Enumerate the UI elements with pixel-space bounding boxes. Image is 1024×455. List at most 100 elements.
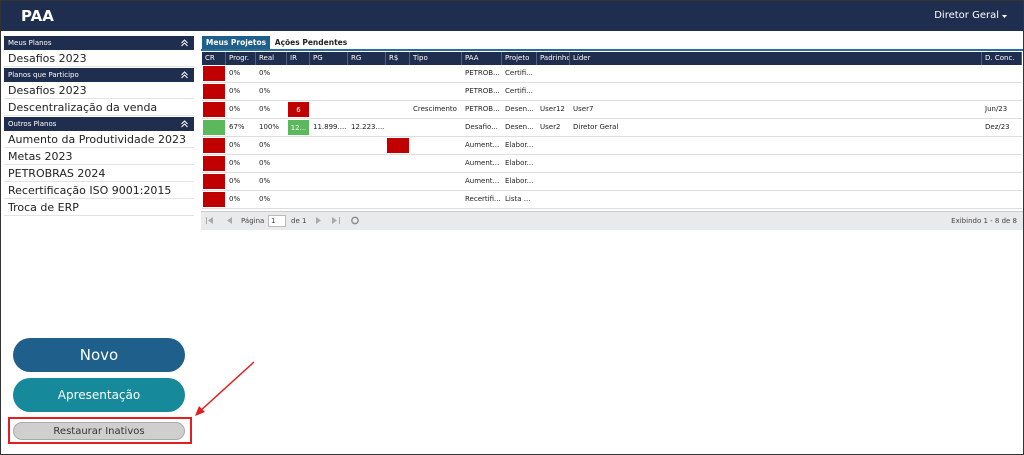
section-header[interactable]: Outros Planos [4,117,194,131]
collapse-icon[interactable] [181,39,188,47]
grid-cell [348,191,386,208]
grid-cell [537,191,570,208]
tab-underline [201,49,1023,51]
tab[interactable]: Ações Pendentes [272,36,350,50]
column-header[interactable]: R$ [386,52,410,65]
grid-cell [386,173,410,190]
grid-cell: Diretor Geral [573,123,619,131]
plan-item[interactable]: Metas 2023 [4,148,194,165]
column-header[interactable]: CR [202,52,226,65]
grid-cell: User2 [540,123,561,131]
row-line [202,118,1022,119]
grid-cell: 0% [259,195,271,203]
page-input[interactable]: 1 [268,215,286,227]
plan-item[interactable]: PETROBRAS 2024 [4,165,194,182]
grid-cell: Elabor... [505,159,534,167]
row-line [202,82,1022,83]
grid-cell: Elabor... [505,177,534,185]
plan-item[interactable]: Desafios 2023 [4,50,194,67]
page-label: Página [241,217,265,225]
caret-icon[interactable] [1002,15,1007,19]
sidebar: Meus Planos Desafios 2023 Planos que Parti… [4,35,194,216]
column-header[interactable]: IR [287,52,310,65]
column-header[interactable]: Padrinho [537,52,570,65]
grid-cell [537,65,570,82]
grid-cell [386,101,410,118]
grid-cell [287,173,310,190]
grid-cell: 0% [259,87,271,95]
column-header[interactable]: Projeto [502,52,537,65]
grid-cell: Desen... [505,123,534,131]
status-cell [202,155,226,172]
grid-cell: 0% [229,69,241,77]
grid-cell: Desafio... [465,123,498,131]
column-header[interactable]: Tipo [410,52,462,65]
grid-cell [410,119,462,136]
status-cell [202,83,226,100]
tab[interactable]: Meus Projetos [202,36,270,50]
status-cell: 6 [287,101,310,118]
grid-cell: 0% [229,105,241,113]
column-header[interactable]: RG [348,52,386,65]
column-header[interactable]: PG [310,52,348,65]
grid-cell: 0% [259,141,271,149]
grid-cell [310,155,348,172]
row-line [202,136,1022,137]
grid-cell [982,83,1022,100]
status-cell [202,101,226,118]
column-header[interactable]: PAA [462,52,502,65]
plan-item[interactable]: Descentralização da venda [4,99,194,116]
row-line [202,100,1022,101]
grid-cell [386,155,410,172]
pager-nav-first[interactable] [205,216,245,226]
section-title: Planos que Participo [8,71,79,79]
new-button[interactable]: Novo [13,338,185,372]
grid-cell [348,101,386,118]
section-header[interactable]: Planos que Participo [4,68,194,82]
grid-cell [537,155,570,172]
grid-cell [386,191,410,208]
user-menu[interactable]: Diretor Geral [934,10,999,21]
status-cell [202,137,226,154]
column-header[interactable]: Líder [570,52,982,65]
section-header[interactable]: Meus Planos [4,36,194,50]
presentation-button[interactable]: Apresentação [13,378,185,412]
section-title: Meus Planos [8,39,52,47]
column-header[interactable]: D. Conc. [982,52,1022,65]
grid-cell: Aument... [465,159,500,167]
grid-cell [410,191,462,208]
grid-cell [310,83,348,100]
pager: Página 1 de 1 Exibindo 1 - 8 de 8 [201,211,1023,230]
grid-cell: 12.223.... [351,123,385,131]
grid-cell [982,191,1022,208]
grid-cell: Crescimento [413,105,457,113]
grid-cell [386,65,410,82]
grid-cell [982,155,1022,172]
grid-cell [570,65,982,82]
grid-cell: Aument... [465,177,500,185]
plan-item[interactable]: Troca de ERP [4,199,194,216]
restore-button[interactable]: Restaurar Inativos [13,422,185,440]
page-of: de 1 [291,217,307,225]
plan-item[interactable]: Recertificação ISO 9001:2015 [4,182,194,199]
collapse-icon[interactable] [181,71,188,79]
pager-summary: Exibindo 1 - 8 de 8 [951,217,1017,225]
collapse-icon[interactable] [181,120,188,128]
column-header[interactable]: Progr. [226,52,256,65]
grid-cell [570,173,982,190]
plan-item[interactable]: Desafios 2023 [4,82,194,99]
grid-cell: User12 [540,105,565,113]
app-title: PAA [21,7,54,25]
grid-cell [287,65,310,82]
status-cell [386,137,410,154]
grid-cell [537,173,570,190]
grid-cell [410,83,462,100]
grid-cell: Aument... [465,141,500,149]
grid-cell [287,83,310,100]
pager-nav-next[interactable] [313,216,363,226]
grid-cell [570,155,982,172]
plan-item[interactable]: Aumento da Produtividade 2023 [4,131,194,148]
grid-cell [348,155,386,172]
column-header[interactable]: Real [256,52,287,65]
